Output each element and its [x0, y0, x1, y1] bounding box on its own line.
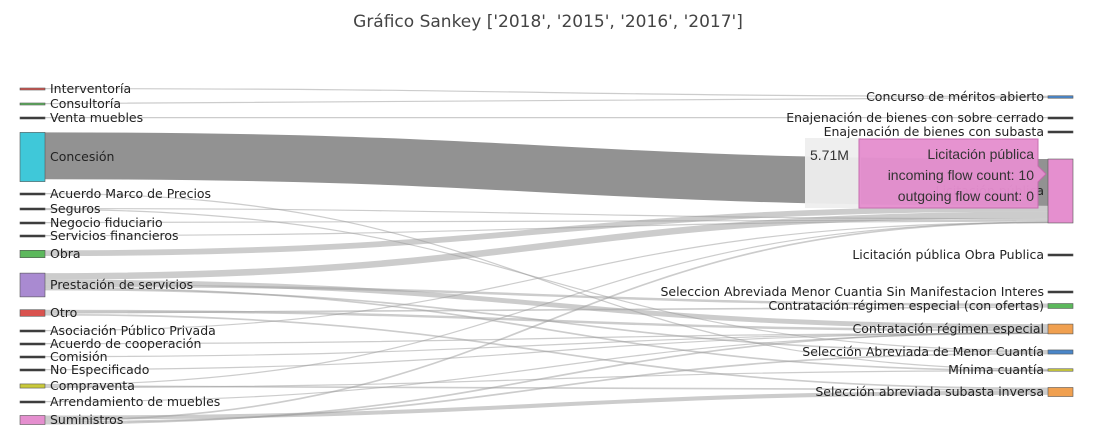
hover-value-box: [805, 138, 861, 208]
source-node-comision[interactable]: [19, 355, 46, 359]
tooltip-outgoing-count: outgoing flow count: 0: [898, 188, 1034, 204]
link-negocio-fiduciario-to-licitacion-publica[interactable]: [44, 219, 1049, 224]
source-label-negocio-fiduciario: Negocio fiduciario: [50, 215, 163, 230]
link-no-especificado-to-contratacion-regimen-especial[interactable]: [44, 332, 1049, 371]
source-node-arrendamiento-de-muebles[interactable]: [19, 400, 46, 404]
source-node-otro[interactable]: [19, 309, 46, 317]
target-node-seleccion-abreviada-subasta-inversa[interactable]: [1047, 387, 1074, 397]
hover-layer: 5.71M Licitación pública incoming flow cou…: [805, 138, 1047, 209]
target-node-contratacion-regimen-especial[interactable]: [1047, 323, 1074, 335]
target-label-licitacion-publica-obra-publica: Licitación pública Obra Publica: [852, 247, 1044, 262]
target-node-concurso-de-meritos-abierto[interactable]: [1047, 95, 1074, 99]
link-compraventa-to-licitacion-publica[interactable]: [44, 221, 1049, 386]
target-node-minima-cuantia[interactable]: [1047, 368, 1074, 372]
source-node-negocio-fiduciario[interactable]: [19, 221, 46, 225]
target-node-seleccion-abreviada-de-menor-cuantia[interactable]: [1047, 349, 1074, 355]
source-label-acuerdo-de-cooperacion: Acuerdo de cooperación: [50, 336, 201, 351]
link-acuerdo-marco-de-precios-to-minima-cuantia[interactable]: [44, 193, 1049, 370]
link-obra-to-licitacion-publica[interactable]: [44, 205, 1049, 257]
tooltip-title: Licitación pública: [927, 146, 1034, 162]
node-tooltip: [858, 138, 1047, 209]
link-asociacion-publico-privada-to-licitacion-publica[interactable]: [44, 221, 1049, 332]
source-label-arrendamiento-de-muebles: Arrendamiento de muebles: [50, 394, 220, 409]
link-arrendamiento-de-muebles-to-contratacion-regimen-especial[interactable]: [44, 332, 1049, 403]
link-suministros-to-licitacion-publica[interactable]: [44, 221, 1049, 422]
link-seguros-to-seleccion-abreviada-de-menor-cuantia[interactable]: [44, 208, 1049, 352]
target-node-contratacion-regimen-especial-con-ofertas[interactable]: [1047, 303, 1074, 309]
source-node-asociacion-publico-privada[interactable]: [19, 329, 46, 333]
source-node-concesion[interactable]: [19, 132, 46, 182]
source-node-compraventa[interactable]: [19, 383, 46, 389]
source-node-venta-muebles[interactable]: [19, 116, 46, 120]
target-label-minima-cuantia: Mínima cuantía: [948, 362, 1044, 377]
link-interventoria-to-concurso-de-meritos-abierto[interactable]: [44, 88, 1049, 97]
link-comision-to-contratacion-regimen-especial[interactable]: [44, 332, 1049, 358]
target-label-enajenacion-de-bienes-con-subasta: Enajenación de bienes con subasta: [824, 124, 1044, 139]
source-label-obra: Obra: [50, 246, 81, 261]
source-node-interventoria[interactable]: [19, 87, 46, 91]
source-label-asociacion-publico-privada: Asociación Público Privada: [50, 323, 216, 338]
target-label-contratacion-regimen-especial-con-ofertas: Contratación régimen especial (con ofert…: [768, 298, 1044, 313]
hover-value-label: 5.71M: [810, 147, 849, 163]
link-seguros-to-licitacion-publica[interactable]: [44, 208, 1049, 220]
target-label-seleccion-abreviada-subasta-inversa: Selección abreviada subasta inversa: [815, 384, 1044, 399]
source-node-servicios-financieros[interactable]: [19, 234, 46, 238]
source-label-acuerdo-marco-de-precios: Acuerdo Marco de Precios: [50, 186, 211, 201]
source-label-seguros: Seguros: [50, 201, 101, 216]
link-prestacion-de-servicios-to-contratacion-regimen-especial-con-ofertas[interactable]: [44, 284, 1049, 306]
target-label-contratacion-regimen-especial: Contratación régimen especial: [853, 321, 1044, 336]
source-label-venta-muebles: Venta muebles: [50, 110, 143, 125]
link-servicios-financieros-to-licitacion-publica[interactable]: [44, 220, 1049, 237]
source-label-consultoria: Consultoría: [50, 96, 121, 111]
source-label-suministros: Suministros: [50, 412, 123, 427]
source-node-seguros[interactable]: [19, 207, 46, 211]
source-node-no-especificado[interactable]: [19, 368, 46, 372]
source-label-no-especificado: No Especificado: [50, 362, 149, 377]
target-node-licitacion-publica[interactable]: [1047, 158, 1074, 224]
source-label-interventoria: Interventoría: [50, 81, 131, 96]
source-label-servicios-financieros: Servicios financieros: [50, 228, 179, 243]
source-label-prestacion-de-servicios: Prestación de servicios: [50, 277, 193, 292]
link-suministros-to-seleccion-abreviada-subasta-inversa[interactable]: [44, 390, 1049, 420]
target-node-seleccion-abreviada-menor-cuantia-sin-manifestacion-interes[interactable]: [1047, 290, 1074, 294]
target-node-enajenacion-de-bienes-con-sobre-cerrado[interactable]: [1047, 116, 1074, 120]
target-label-concurso-de-meritos-abierto: Concurso de méritos abierto: [866, 89, 1044, 104]
source-node-suministros[interactable]: [19, 415, 46, 425]
link-compraventa-to-minima-cuantia[interactable]: [44, 370, 1049, 388]
chart-title: Gráfico Sankey ['2018', '2015', '2016', …: [353, 12, 743, 32]
tooltip-incoming-count: incoming flow count: 10: [888, 167, 1035, 183]
source-label-comision: Comisión: [50, 349, 108, 364]
target-label-enajenacion-de-bienes-con-sobre-cerrado: Enajenación de bienes con sobre cerrado: [786, 110, 1044, 125]
source-node-acuerdo-marco-de-precios[interactable]: [19, 192, 46, 196]
source-node-prestacion-de-servicios[interactable]: [19, 272, 46, 298]
source-node-consultoria[interactable]: [19, 102, 46, 106]
source-node-acuerdo-de-cooperacion[interactable]: [19, 342, 46, 346]
target-label-seleccion-abreviada-de-menor-cuantia: Selección Abreviada de Menor Cuantía: [802, 344, 1044, 359]
link-prestacion-de-servicios-to-licitacion-publica[interactable]: [44, 211, 1049, 280]
target-node-enajenacion-de-bienes-con-subasta[interactable]: [1047, 130, 1074, 134]
source-label-concesion: Concesión: [50, 149, 114, 164]
source-label-compraventa: Compraventa: [50, 378, 135, 393]
source-node-obra[interactable]: [19, 250, 46, 258]
link-acuerdo-de-cooperacion-to-contratacion-regimen-especial[interactable]: [44, 332, 1049, 345]
link-otro-to-contratacion-regimen-especial-con-ofertas[interactable]: [44, 306, 1049, 314]
link-prestacion-de-servicios-to-contratacion-regimen-especial[interactable]: [44, 279, 1049, 329]
source-label-otro: Otro: [50, 305, 77, 320]
target-node-licitacion-publica-obra-publica[interactable]: [1047, 253, 1074, 257]
target-label-seleccion-abreviada-menor-cuantia-sin-manifestacion-interes: Seleccion Abreviada Menor Cuantia Sin Ma…: [660, 284, 1044, 299]
